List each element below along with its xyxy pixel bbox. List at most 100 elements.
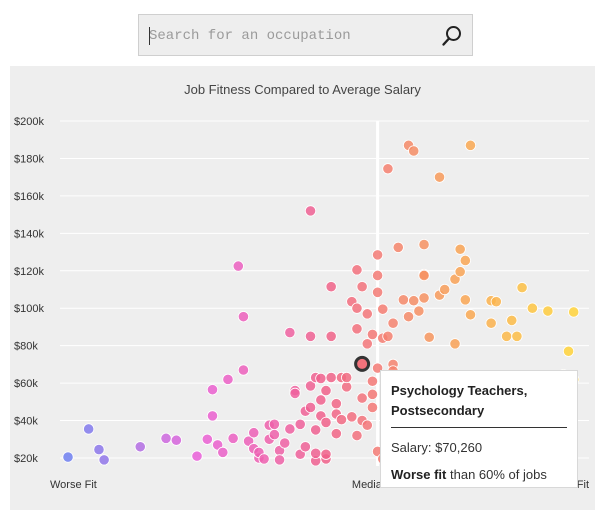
data-point bbox=[366, 328, 379, 341]
data-point bbox=[206, 384, 219, 396]
data-point bbox=[366, 401, 379, 414]
data-point bbox=[304, 401, 317, 414]
data-point bbox=[361, 419, 373, 431]
data-point bbox=[93, 443, 105, 456]
tooltip-fit: Worse fit than 60% of jobs bbox=[391, 467, 567, 482]
data-point bbox=[526, 302, 539, 314]
tooltip: Psychology Teachers, Postsecondary Salar… bbox=[380, 370, 578, 488]
data-point bbox=[191, 450, 203, 462]
data-point bbox=[170, 434, 182, 446]
search-box[interactable] bbox=[138, 14, 473, 56]
data-point bbox=[356, 392, 368, 404]
y-tick-label: $80k bbox=[14, 341, 38, 353]
data-point bbox=[304, 380, 317, 392]
data-point bbox=[351, 323, 363, 335]
data-point bbox=[304, 205, 317, 217]
data-point bbox=[304, 330, 317, 342]
data-point bbox=[366, 375, 379, 387]
data-point bbox=[284, 326, 296, 339]
data-point bbox=[341, 381, 353, 393]
data-point bbox=[134, 441, 146, 453]
tooltip-title: Psychology Teachers, Postsecondary bbox=[391, 381, 567, 428]
highlighted-point bbox=[354, 355, 371, 372]
y-tick-label: $120k bbox=[14, 266, 44, 278]
data-point bbox=[335, 414, 348, 426]
data-point bbox=[315, 372, 327, 385]
data-point bbox=[160, 432, 172, 444]
data-point bbox=[371, 286, 384, 298]
data-point bbox=[325, 330, 337, 342]
data-point bbox=[408, 295, 420, 307]
data-point bbox=[237, 311, 250, 323]
data-point bbox=[418, 238, 430, 251]
data-point bbox=[330, 428, 342, 440]
tooltip-salary: Salary: $70,260 bbox=[391, 440, 483, 455]
tooltip-fit-bold: Worse fit bbox=[391, 467, 447, 482]
data-point bbox=[449, 338, 461, 350]
data-point bbox=[392, 241, 404, 253]
data-point bbox=[382, 330, 394, 342]
data-point bbox=[346, 411, 358, 423]
data-point bbox=[361, 308, 373, 320]
data-point bbox=[511, 330, 523, 342]
data-point bbox=[361, 338, 373, 350]
data-point bbox=[464, 309, 477, 321]
y-tick-label: $100k bbox=[14, 303, 44, 315]
data-point bbox=[320, 448, 332, 460]
data-point bbox=[258, 453, 270, 465]
data-point bbox=[418, 269, 430, 282]
data-point bbox=[289, 387, 301, 400]
data-point bbox=[248, 427, 260, 439]
data-point bbox=[408, 145, 420, 157]
chart-title: Job Fitness Compared to Average Salary bbox=[184, 82, 421, 97]
data-point bbox=[268, 418, 280, 430]
data-point bbox=[423, 331, 435, 343]
search-input[interactable] bbox=[147, 23, 431, 49]
data-point bbox=[217, 446, 229, 458]
chart-panel: Job Fitness Compared to Average Salary $… bbox=[10, 66, 595, 510]
data-point bbox=[351, 302, 363, 314]
data-point bbox=[206, 410, 219, 422]
y-tick-label: $40k bbox=[14, 416, 38, 428]
data-point bbox=[62, 451, 74, 463]
y-tick-label: $60k bbox=[14, 378, 38, 390]
data-point bbox=[377, 303, 389, 315]
data-point bbox=[490, 296, 502, 308]
data-point bbox=[413, 305, 425, 317]
data-point bbox=[315, 394, 327, 406]
data-point bbox=[356, 281, 368, 293]
data-point bbox=[397, 294, 409, 306]
data-point bbox=[351, 264, 363, 276]
data-point bbox=[237, 364, 250, 376]
data-point bbox=[418, 292, 430, 304]
tooltip-fit-rest: than 60% of jobs bbox=[446, 467, 547, 482]
data-point bbox=[568, 306, 580, 318]
data-point bbox=[402, 311, 415, 323]
data-point bbox=[439, 283, 451, 296]
data-point bbox=[433, 171, 446, 183]
data-point bbox=[330, 398, 342, 410]
x-tick-label: Worse Fit bbox=[50, 479, 97, 491]
data-point bbox=[506, 314, 518, 326]
data-point bbox=[299, 441, 311, 453]
data-point bbox=[516, 282, 528, 294]
y-tick-label: $140k bbox=[14, 228, 44, 240]
data-point bbox=[201, 433, 213, 445]
data-point bbox=[454, 266, 466, 278]
data-point bbox=[382, 163, 394, 175]
data-point bbox=[371, 269, 384, 282]
data-point bbox=[227, 432, 239, 444]
data-point bbox=[284, 423, 296, 435]
data-point bbox=[351, 429, 363, 442]
search-icon[interactable] bbox=[440, 24, 464, 48]
data-point bbox=[273, 454, 286, 466]
data-point bbox=[454, 243, 466, 255]
y-tick-label: $180k bbox=[14, 153, 44, 165]
data-point bbox=[459, 254, 471, 267]
data-point bbox=[98, 454, 110, 466]
data-point bbox=[485, 317, 497, 329]
data-point bbox=[325, 371, 337, 384]
data-point bbox=[310, 424, 322, 436]
data-point bbox=[542, 305, 554, 317]
data-point bbox=[294, 418, 306, 430]
